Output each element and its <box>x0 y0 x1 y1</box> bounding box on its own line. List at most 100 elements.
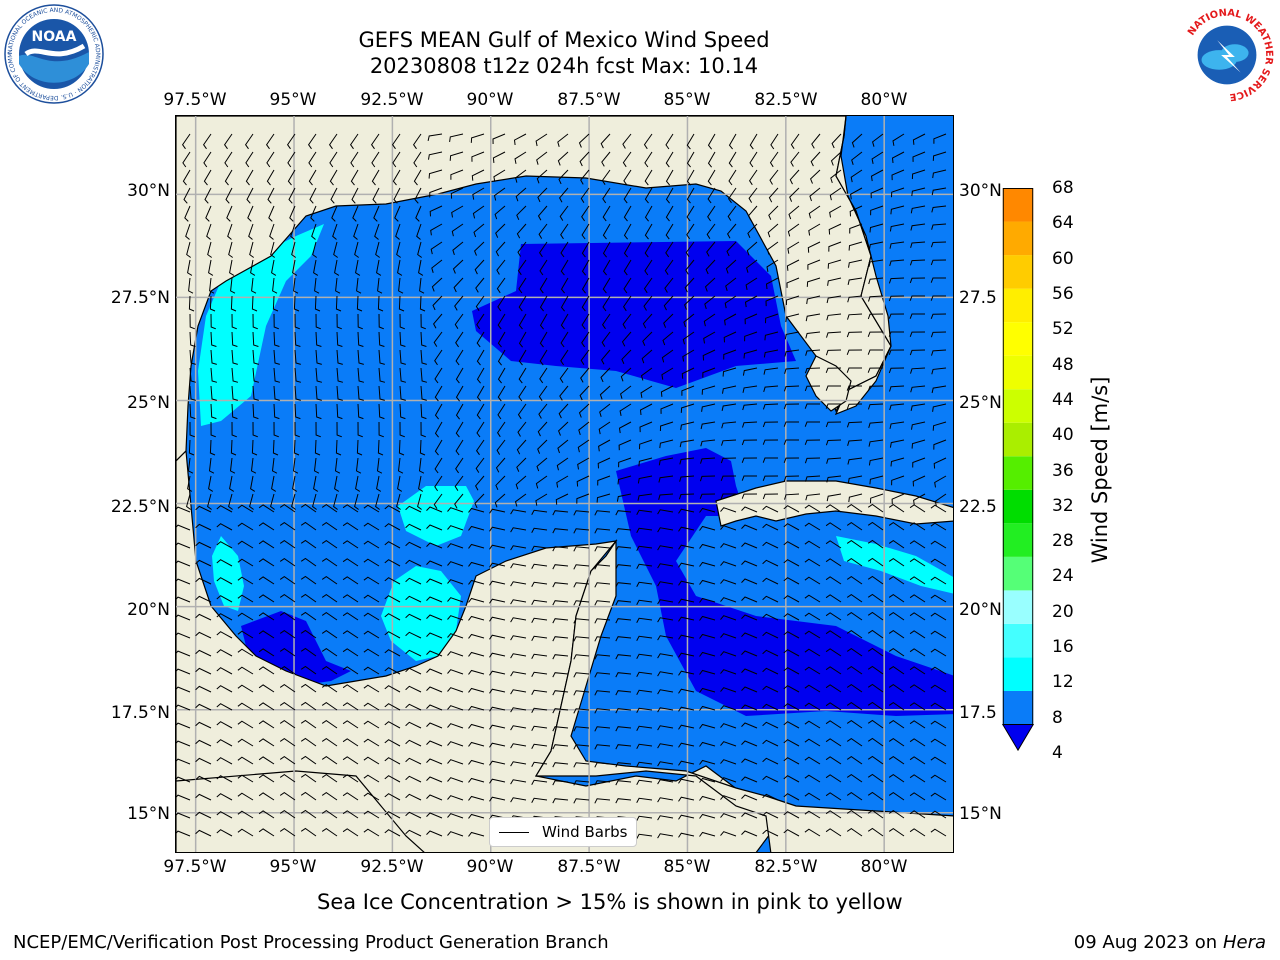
wind-barb <box>426 812 443 819</box>
wind-barb <box>363 540 380 549</box>
wind-barb <box>518 385 527 402</box>
wind-barb <box>767 223 779 238</box>
wind-barb <box>741 542 758 549</box>
wind-barb <box>237 558 254 567</box>
wind-barb <box>825 576 842 585</box>
wind-barb <box>476 313 485 330</box>
wind-barb <box>514 493 527 507</box>
wind-barb <box>930 810 947 819</box>
wind-barb <box>468 723 485 729</box>
wind-barb <box>867 755 884 765</box>
wind-barb <box>258 828 275 837</box>
wind-barb <box>867 539 884 549</box>
wind-barb <box>300 809 317 819</box>
wind-barb <box>768 205 779 220</box>
wind-barb <box>489 796 506 802</box>
wind-barb <box>789 187 800 202</box>
wind-barb <box>216 649 233 657</box>
wind-barb <box>846 611 863 621</box>
wind-barb <box>825 540 842 549</box>
wind-barb <box>210 313 216 330</box>
wind-barb <box>279 755 296 765</box>
wind-barb <box>489 562 506 568</box>
wind-barb <box>762 739 779 747</box>
wind-barb <box>321 701 338 711</box>
wind-barb <box>787 223 800 237</box>
wind-barb <box>683 313 695 328</box>
wind-barb <box>230 295 237 312</box>
wind-barb <box>598 421 611 435</box>
wind-barb <box>825 504 842 513</box>
wind-barb <box>493 187 506 201</box>
wind-barb <box>741 506 758 513</box>
lat-label-right: 22.5 <box>959 497 997 517</box>
wind-barb <box>867 701 884 711</box>
wind-barb <box>496 259 506 275</box>
wind-barb <box>700 439 716 447</box>
wind-barb <box>489 634 506 640</box>
wind-barb <box>510 671 527 677</box>
wind-barb <box>805 475 821 482</box>
wind-barb <box>728 151 737 168</box>
wind-barb <box>891 475 905 486</box>
wind-barb <box>372 187 380 204</box>
wind-barb <box>447 579 464 585</box>
wind-barb <box>453 277 464 293</box>
wind-barb <box>415 205 422 222</box>
wind-barb <box>313 457 320 474</box>
wind-barb <box>657 815 674 821</box>
wind-barb <box>909 558 926 567</box>
wind-barb <box>321 611 338 621</box>
wind-barb <box>748 169 758 186</box>
wind-barb <box>804 558 821 567</box>
wind-barb <box>356 277 362 294</box>
wind-barb <box>810 169 821 184</box>
wind-barb <box>405 649 422 657</box>
wind-barb <box>536 457 548 472</box>
wind-barb <box>762 703 779 711</box>
wind-barb <box>846 737 863 747</box>
wind-barb <box>560 295 569 312</box>
wind-barb <box>447 687 464 693</box>
wind-barb <box>825 367 842 373</box>
wind-barb <box>267 187 275 204</box>
colorbar-bin <box>1002 355 1034 390</box>
wind-barb <box>176 614 191 621</box>
wind-barb <box>851 151 863 165</box>
wind-barb <box>762 421 779 428</box>
wind-barb <box>786 277 800 288</box>
wind-barb <box>237 594 254 603</box>
wind-barb <box>195 739 212 747</box>
wind-barb <box>309 187 317 204</box>
wind-barb <box>826 493 842 502</box>
lon-label-top: 82.5°W <box>754 90 818 110</box>
wind-barb <box>271 475 277 492</box>
wind-barb <box>209 439 216 456</box>
wind-barb <box>279 629 296 639</box>
wind-barb <box>531 761 548 767</box>
wind-barb <box>657 671 674 677</box>
wind-barb <box>720 705 737 711</box>
wind-barb <box>678 832 695 838</box>
wind-barb <box>762 721 779 729</box>
wind-barb <box>258 522 275 531</box>
wind-barb <box>363 612 380 621</box>
wind-barb <box>342 738 359 747</box>
wind-barb <box>867 665 884 675</box>
wind-barb <box>932 421 947 431</box>
wind-barb <box>195 811 212 819</box>
wind-barb <box>932 169 947 179</box>
wind-barb <box>552 708 569 714</box>
wind-barb <box>826 331 842 338</box>
wind-barb <box>741 632 758 639</box>
wind-barb <box>321 773 338 783</box>
wind-barb <box>431 277 443 292</box>
wind-barb <box>741 493 758 499</box>
wind-barb <box>847 313 863 320</box>
wind-barb <box>911 421 926 430</box>
wind-barb <box>420 313 426 330</box>
wind-barb <box>615 762 632 768</box>
wind-barb <box>531 653 548 659</box>
wind-barb <box>237 576 254 585</box>
wind-barb <box>581 295 590 312</box>
